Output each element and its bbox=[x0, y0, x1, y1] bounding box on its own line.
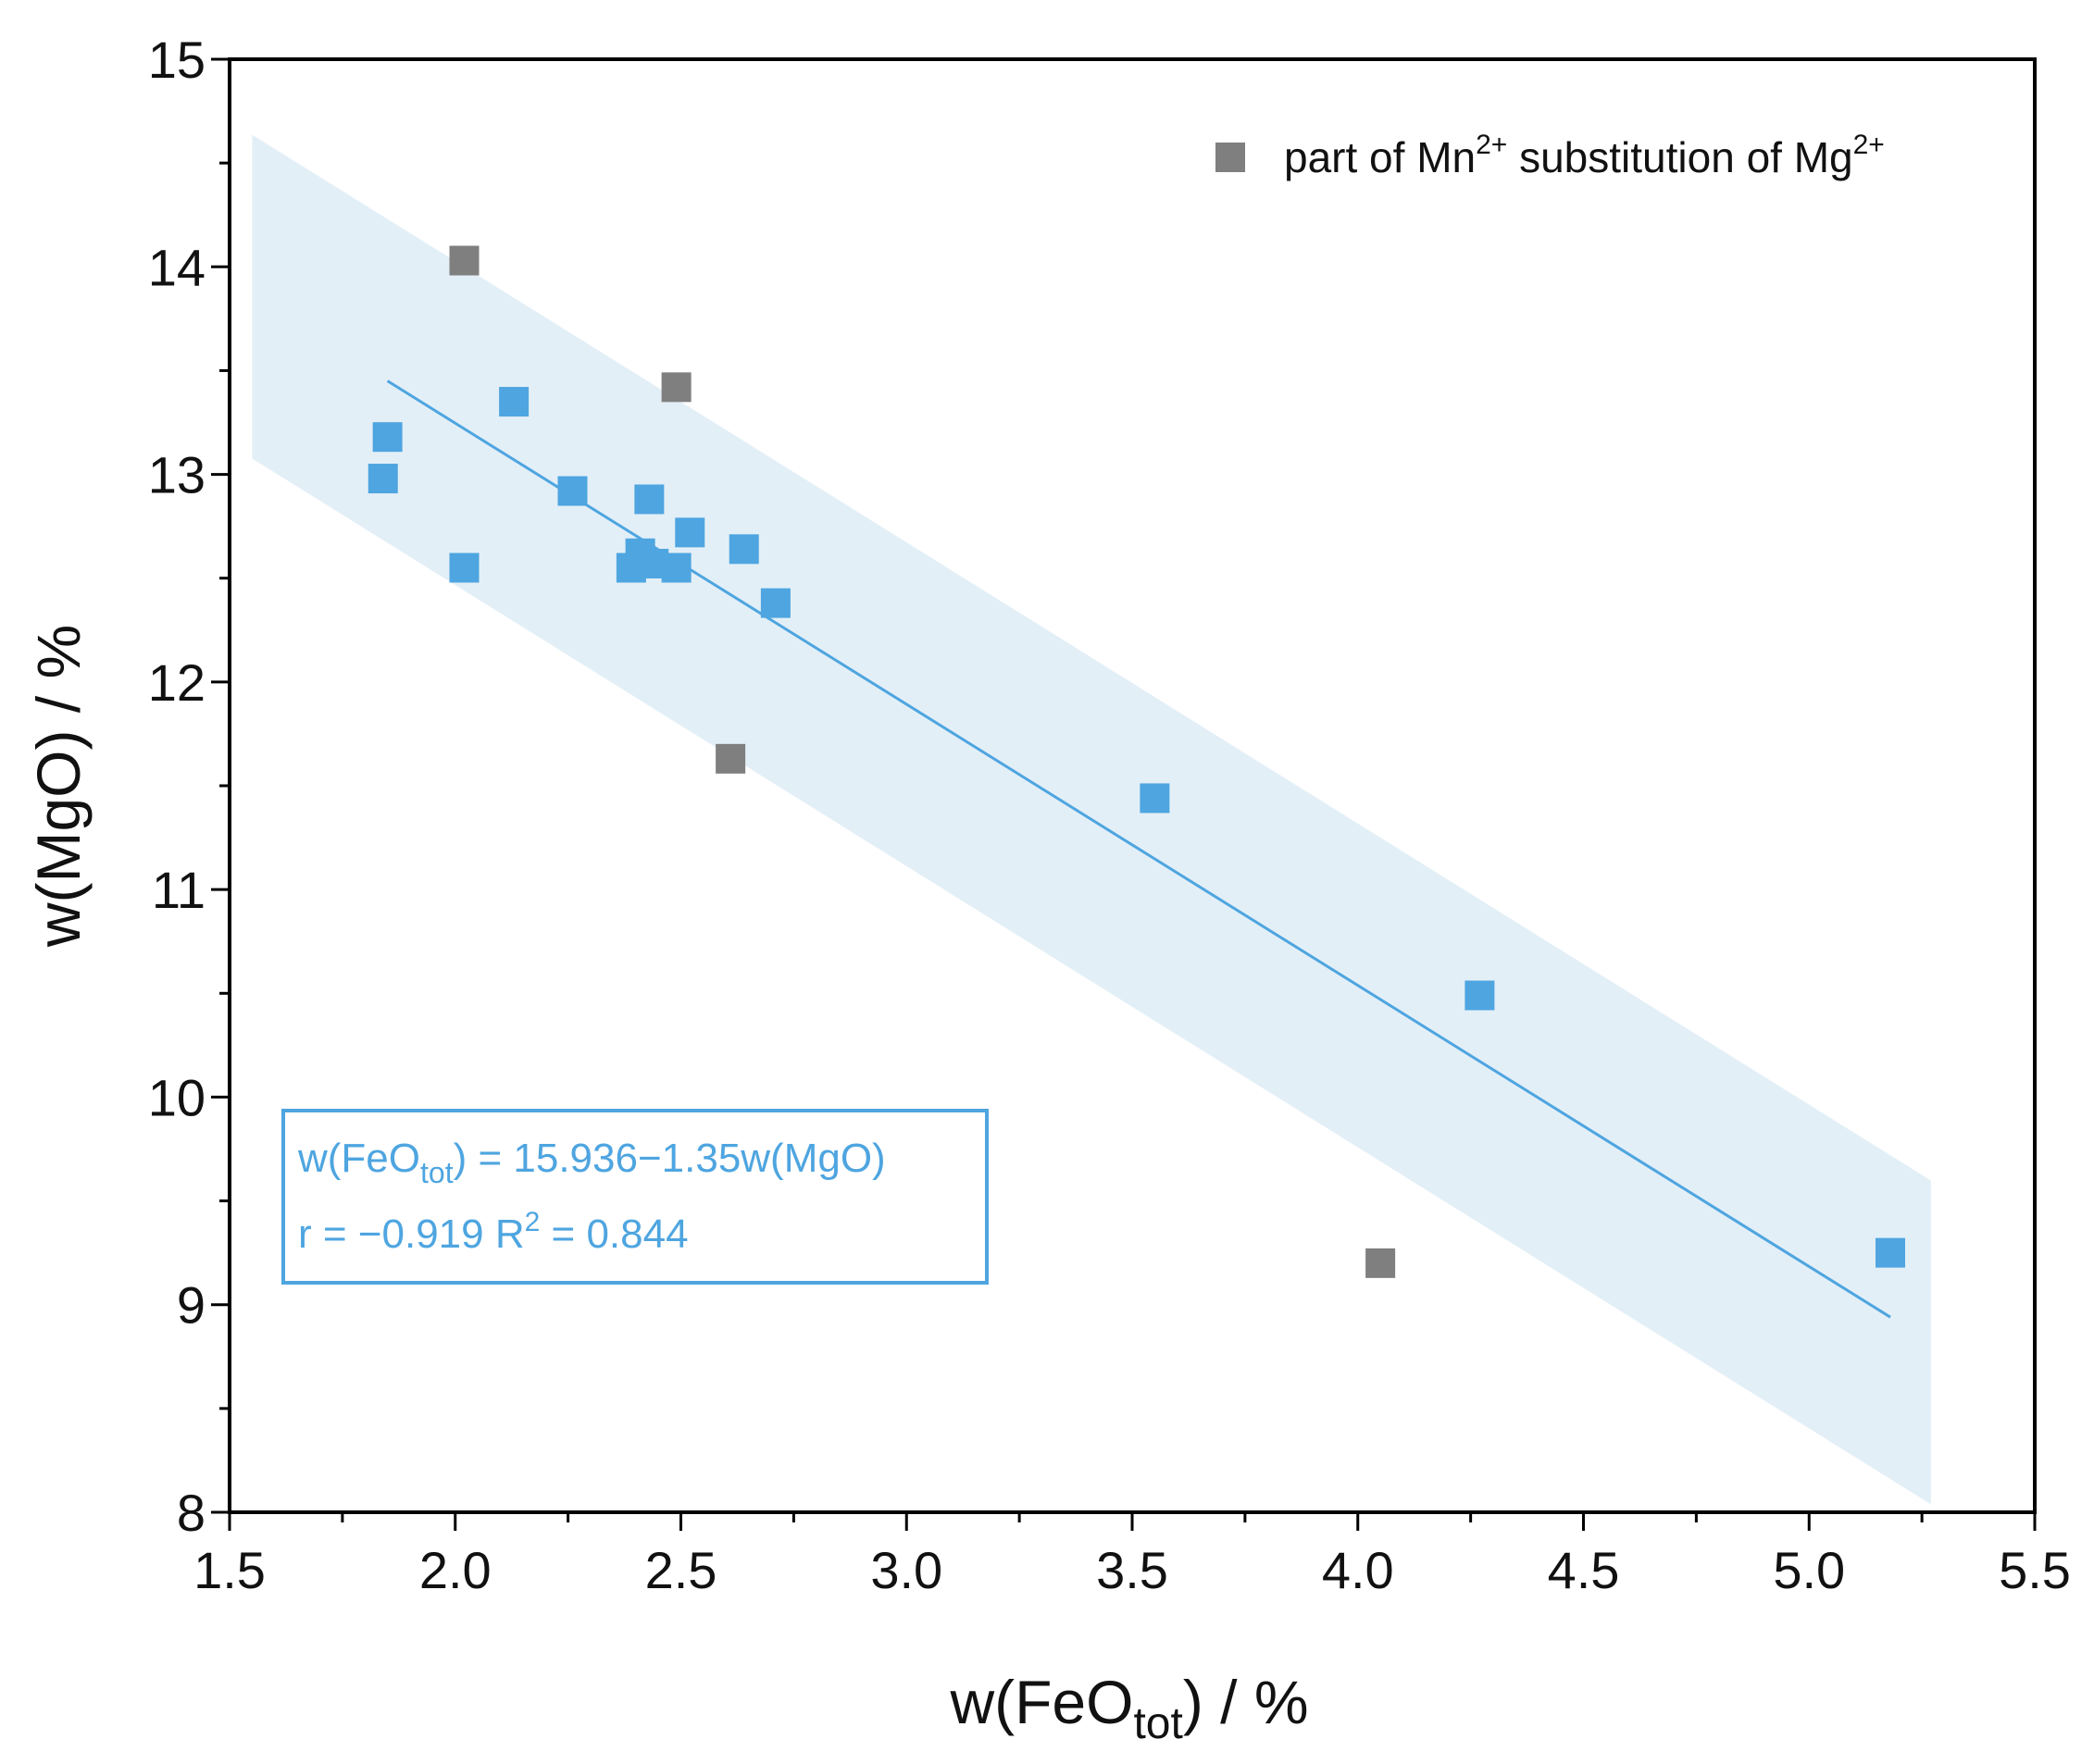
data-point-s0-1 bbox=[368, 464, 398, 494]
x-tick-labels: 1.5 2.0 2.5 3.0 3.5 4.0 4.5 5.0 5.5 bbox=[193, 1541, 2071, 1599]
x-axis-title-tail: ) / % bbox=[1183, 1668, 1309, 1736]
x-tick-label: 3.0 bbox=[870, 1541, 942, 1599]
x-axis-title-main: w(FeO bbox=[949, 1668, 1133, 1736]
y-tick-label: 11 bbox=[152, 861, 206, 919]
y-tick-labels: 8 9 10 11 12 13 14 15 bbox=[148, 31, 206, 1542]
legend-label-a: part of Mn bbox=[1284, 133, 1476, 181]
x-tick-label: 1.5 bbox=[193, 1541, 266, 1599]
fit-equation-box: w(FeOtot) = 15.936−1.35w(MgO) r = −0.919… bbox=[281, 1109, 989, 1285]
x-axis-title-sub: tot bbox=[1133, 1699, 1182, 1748]
legend-label-sup1: 2+ bbox=[1476, 130, 1507, 160]
fit-equation-line2-b: = 0.844 bbox=[540, 1211, 688, 1257]
x-tick-label: 5.5 bbox=[1999, 1541, 2071, 1599]
data-point-s0-7 bbox=[634, 484, 665, 515]
data-point-s0-2 bbox=[449, 553, 480, 583]
data-point-s1-2 bbox=[716, 743, 746, 774]
y-tick-label: 12 bbox=[148, 653, 206, 712]
data-point-s0-0 bbox=[372, 422, 403, 453]
x-tick-label: 4.0 bbox=[1322, 1541, 1394, 1599]
x-tick-label: 4.5 bbox=[1548, 1541, 1620, 1599]
fit-equation-line2-a: r = −0.919 R bbox=[298, 1211, 525, 1257]
data-point-s0-3 bbox=[499, 387, 530, 417]
y-tick-label: 9 bbox=[177, 1276, 206, 1335]
legend-label-b: substitution of Mg bbox=[1507, 133, 1852, 181]
data-point-s0-10 bbox=[675, 517, 705, 548]
axis-ticks bbox=[211, 57, 2037, 1531]
regression-line bbox=[386, 379, 1891, 1319]
data-point-s1-1 bbox=[661, 372, 692, 403]
y-tick-label: 14 bbox=[148, 238, 206, 296]
data-point-s0-11 bbox=[729, 534, 759, 565]
fit-equation-line2: r = −0.919 R2 = 0.844 bbox=[298, 1207, 689, 1257]
data-point-s0-9 bbox=[661, 553, 692, 583]
legend-label-sup2: 2+ bbox=[1853, 130, 1885, 160]
legend-marker bbox=[1215, 143, 1245, 172]
x-tick-label: 5.0 bbox=[1773, 1541, 1845, 1599]
data-point-s0-13 bbox=[1140, 783, 1170, 814]
y-tick-label: 8 bbox=[177, 1484, 206, 1542]
data-point-s0-15 bbox=[1876, 1237, 1905, 1268]
data-point-s1-0 bbox=[449, 245, 480, 276]
fit-equation-line1-sub: tot bbox=[420, 1156, 454, 1189]
data-point-s0-14 bbox=[1465, 980, 1495, 1011]
legend-label: part of Mn2+ substitution of Mg2+ bbox=[1284, 130, 1885, 181]
x-tick-label: 2.5 bbox=[645, 1541, 717, 1599]
x-tick-label: 3.5 bbox=[1096, 1541, 1168, 1599]
y-tick-label: 10 bbox=[148, 1068, 206, 1126]
data-points bbox=[368, 245, 1905, 1278]
fit-equation-line1: w(FeOtot) = 15.936−1.35w(MgO) bbox=[297, 1136, 886, 1189]
fit-equation-line1-b: ) = 15.936−1.35w(MgO) bbox=[454, 1136, 886, 1181]
y-axis-title: w(MgO) / % bbox=[24, 625, 93, 948]
fit-equation-line1-a: w(FeO bbox=[297, 1136, 420, 1181]
fit-equation-frame bbox=[281, 1109, 989, 1285]
data-point-s0-4 bbox=[557, 476, 588, 506]
fit-equation-line2-sup: 2 bbox=[525, 1207, 541, 1237]
x-tick-label: 2.0 bbox=[419, 1541, 492, 1599]
y-tick-label: 15 bbox=[148, 31, 206, 89]
legend: part of Mn2+ substitution of Mg2+ bbox=[1215, 130, 1885, 181]
data-point-s1-3 bbox=[1365, 1248, 1396, 1278]
data-point-s0-12 bbox=[760, 588, 791, 618]
x-axis-title: w(FeOtot) / % bbox=[949, 1668, 1308, 1748]
y-tick-label: 13 bbox=[148, 446, 206, 504]
